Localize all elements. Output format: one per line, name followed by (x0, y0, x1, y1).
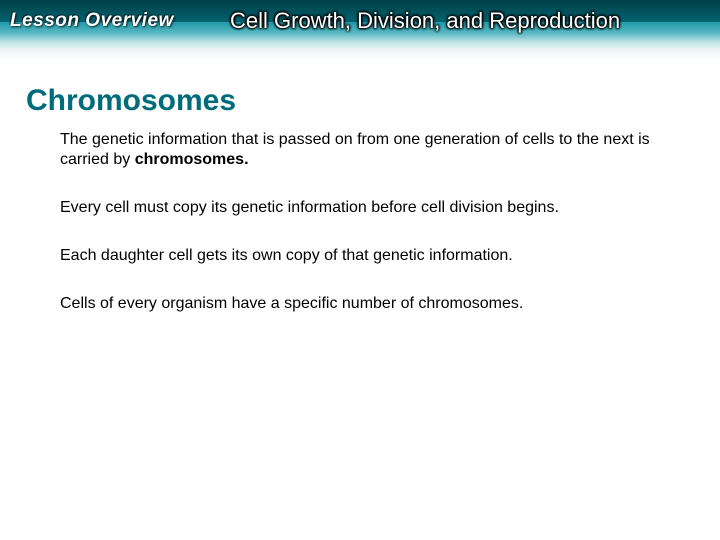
header-band: Lesson Overview Cell Growth, Division, a… (0, 0, 720, 60)
paragraph: The genetic information that is passed o… (60, 130, 670, 170)
lesson-title: Cell Growth, Division, and Reproduction (230, 8, 620, 34)
paragraph-pre: Cells of every organism have a specific … (60, 295, 523, 312)
paragraph-pre: Every cell must copy its genetic informa… (60, 199, 559, 216)
paragraph: Cells of every organism have a specific … (60, 294, 670, 314)
lesson-overview-label: Lesson Overview (10, 10, 174, 32)
slide: Lesson Overview Cell Growth, Division, a… (0, 0, 720, 540)
paragraph: Every cell must copy its genetic informa… (60, 198, 670, 218)
paragraph-bold: chromosomes. (135, 151, 249, 168)
section-heading: Chromosomes (26, 84, 236, 118)
body-text: The genetic information that is passed o… (60, 130, 670, 342)
paragraph: Each daughter cell gets its own copy of … (60, 246, 670, 266)
paragraph-pre: Each daughter cell gets its own copy of … (60, 247, 513, 264)
